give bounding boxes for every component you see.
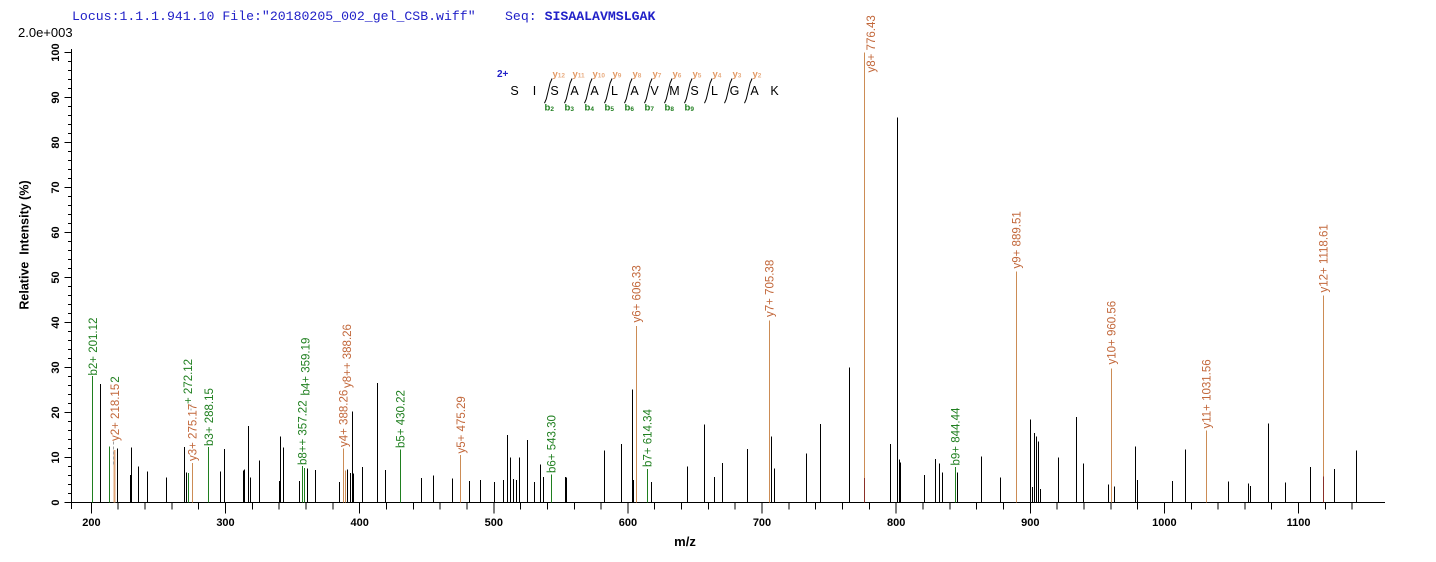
- svg-text:90: 90: [50, 91, 62, 103]
- svg-text:y8+ 776.43: y8+ 776.43: [866, 15, 878, 72]
- svg-text:S: S: [510, 84, 518, 98]
- svg-text:y9: y9: [613, 69, 622, 80]
- svg-text:Relative Intensity (%): Relative Intensity (%): [18, 180, 32, 309]
- svg-text:b4: b4: [585, 103, 595, 114]
- svg-text:y5+ 475.29: y5+ 475.29: [456, 396, 468, 453]
- svg-text:y11: y11: [573, 69, 586, 80]
- svg-text:400: 400: [351, 517, 369, 529]
- svg-text:A: A: [590, 84, 599, 98]
- svg-text:b7+ 614.34: b7+ 614.34: [642, 409, 654, 467]
- svg-text:y9+ 889.51: y9+ 889.51: [1012, 211, 1024, 268]
- svg-text:30: 30: [50, 361, 62, 373]
- svg-text:b6+ 543.30: b6+ 543.30: [547, 415, 559, 473]
- svg-text:A: A: [570, 84, 579, 98]
- svg-text:L: L: [611, 84, 618, 98]
- svg-text:A: A: [630, 84, 639, 98]
- svg-text:L: L: [711, 84, 718, 98]
- svg-text:40: 40: [50, 316, 62, 328]
- svg-text:b3+ 288.15: b3+ 288.15: [204, 388, 216, 446]
- svg-text:600: 600: [619, 517, 637, 529]
- svg-text:60: 60: [50, 226, 62, 238]
- svg-text:y6: y6: [673, 69, 682, 80]
- svg-text:y7: y7: [653, 69, 662, 80]
- svg-text:b9: b9: [685, 103, 695, 114]
- svg-text:y12+ 1118.61: y12+ 1118.61: [1318, 224, 1330, 292]
- svg-text:100: 100: [50, 43, 62, 61]
- svg-text:b5+ 430.22: b5+ 430.22: [395, 390, 407, 448]
- svg-text:y4: y4: [713, 69, 722, 80]
- svg-text:y8++ 388.26: y8++ 388.26: [342, 324, 354, 388]
- svg-text:y10+ 960.56: y10+ 960.56: [1106, 301, 1118, 365]
- svg-text:80: 80: [50, 136, 62, 148]
- svg-text:b6: b6: [625, 103, 635, 114]
- svg-text:300: 300: [216, 517, 234, 529]
- svg-text:2.0e+003: 2.0e+003: [18, 25, 73, 40]
- svg-text:y3: y3: [733, 69, 742, 80]
- svg-text:y8: y8: [633, 69, 642, 80]
- svg-text:y7+ 705.38: y7+ 705.38: [764, 260, 776, 317]
- svg-text:1000: 1000: [1152, 517, 1176, 529]
- svg-text:I: I: [533, 84, 536, 98]
- svg-text:y3+ 275.17: y3+ 275.17: [187, 404, 199, 461]
- svg-text:y4+ 388.26: y4+ 388.26: [339, 390, 351, 447]
- svg-text:1100: 1100: [1287, 517, 1311, 529]
- svg-text:b7: b7: [645, 103, 655, 114]
- svg-text:700: 700: [753, 517, 771, 529]
- svg-text:b2: b2: [545, 103, 555, 114]
- svg-text:b9+ 844.44: b9+ 844.44: [950, 407, 962, 465]
- svg-text:y2+ 218.15: y2+ 218.15: [110, 384, 122, 441]
- svg-text:2: 2: [110, 376, 122, 382]
- svg-text:Seq: SISAALAVMSLGAK: Seq: SISAALAVMSLGAK: [505, 9, 655, 24]
- svg-text:b5: b5: [605, 103, 615, 114]
- svg-text:y11+ 1031.56: y11+ 1031.56: [1202, 359, 1214, 428]
- svg-text:M: M: [669, 84, 679, 98]
- svg-text:b4+ 359.19: b4+ 359.19: [300, 338, 312, 396]
- svg-text:m/z: m/z: [674, 534, 696, 549]
- svg-text:20: 20: [50, 406, 62, 418]
- svg-text:b2+ 201.12: b2+ 201.12: [88, 318, 100, 376]
- svg-text:A: A: [750, 84, 759, 98]
- svg-text:b8: b8: [665, 103, 675, 114]
- svg-text:y12: y12: [553, 69, 566, 80]
- svg-text:y2: y2: [753, 69, 762, 80]
- svg-text:800: 800: [887, 517, 905, 529]
- svg-text:50: 50: [50, 271, 62, 283]
- svg-text:G: G: [730, 84, 740, 98]
- svg-text:y6+ 606.33: y6+ 606.33: [631, 265, 643, 322]
- svg-text:10: 10: [50, 451, 62, 463]
- svg-text:2+: 2+: [497, 69, 509, 80]
- svg-text:0: 0: [50, 499, 62, 505]
- svg-text:y10: y10: [593, 69, 606, 80]
- svg-text:b8++ 357.22: b8++ 357.22: [297, 400, 309, 465]
- svg-text:V: V: [650, 84, 659, 98]
- svg-text:900: 900: [1021, 517, 1039, 529]
- svg-text:Locus:1.1.1.941.10 File:"20180: Locus:1.1.1.941.10 File:"20180205_002_ge…: [72, 9, 476, 24]
- svg-text:y5: y5: [693, 69, 702, 80]
- svg-text:K: K: [770, 84, 779, 98]
- svg-text:S: S: [690, 84, 698, 98]
- svg-text:S: S: [550, 84, 558, 98]
- svg-text:500: 500: [485, 517, 503, 529]
- svg-text:+ 272.12: + 272.12: [183, 359, 195, 404]
- svg-text:70: 70: [50, 181, 62, 193]
- svg-text:b3: b3: [565, 103, 575, 114]
- svg-text:200: 200: [82, 517, 100, 529]
